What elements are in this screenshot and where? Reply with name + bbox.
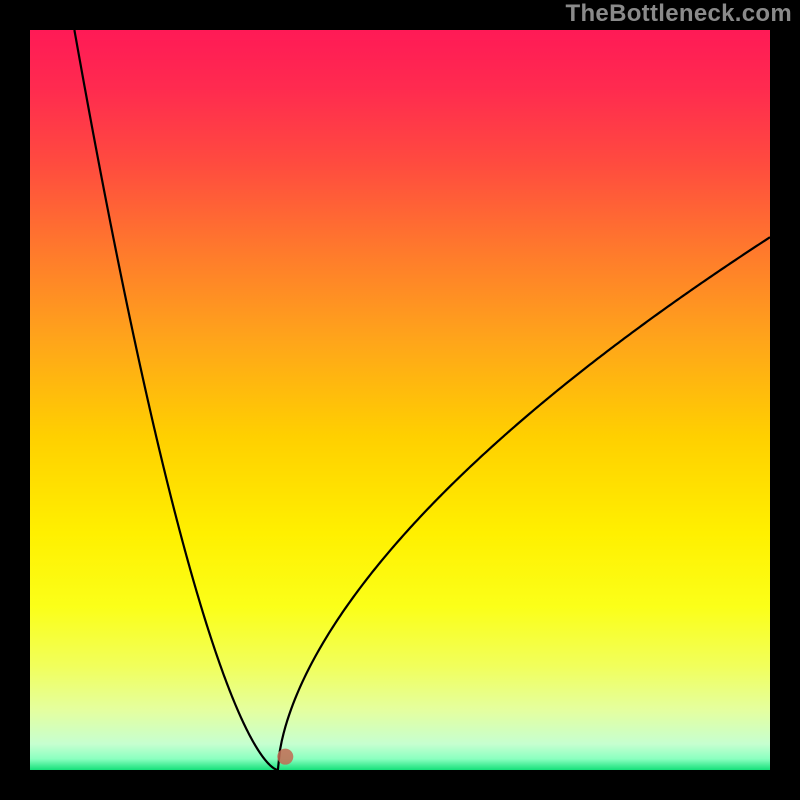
optimal-point-marker [277, 749, 293, 765]
chart-container: TheBottleneck.com [0, 0, 800, 800]
bottleneck-chart [0, 0, 800, 800]
watermark-text: TheBottleneck.com [566, 0, 792, 28]
plot-background [30, 30, 770, 770]
